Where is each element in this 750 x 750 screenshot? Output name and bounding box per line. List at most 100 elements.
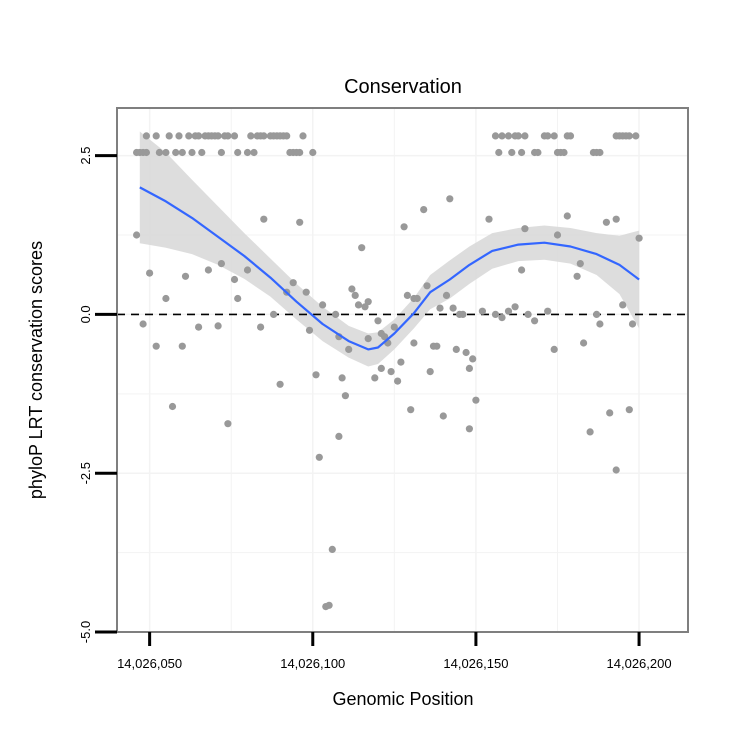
data-point	[224, 420, 232, 428]
data-point	[195, 323, 203, 331]
data-point	[243, 148, 252, 157]
data-point	[142, 148, 150, 157]
data-point	[198, 148, 206, 157]
data-point	[491, 310, 500, 318]
axes: 14,026,050 14,026,100 14,026,150 14,026,200…	[78, 147, 672, 671]
data-point	[459, 310, 467, 318]
data-point	[433, 342, 441, 350]
data-point	[390, 323, 398, 331]
data-point	[178, 148, 186, 157]
data-point	[234, 148, 242, 157]
data-point	[345, 345, 353, 353]
data-point	[442, 291, 451, 299]
data-point	[195, 132, 203, 140]
data-point	[188, 148, 196, 157]
data-point	[181, 272, 190, 280]
data-point	[371, 374, 379, 382]
data-point	[472, 396, 480, 404]
data-point	[312, 371, 320, 379]
scatter-points	[133, 132, 643, 611]
data-point	[299, 132, 307, 140]
data-point	[319, 301, 327, 309]
data-point	[531, 317, 539, 325]
data-point	[178, 342, 186, 350]
data-point	[234, 294, 242, 303]
data-point	[586, 428, 594, 436]
data-point	[553, 231, 562, 239]
chart-title: Conservation	[344, 76, 462, 98]
data-point	[348, 285, 356, 293]
data-point	[580, 339, 588, 347]
data-point	[165, 132, 173, 140]
data-point	[619, 301, 627, 309]
data-point	[635, 234, 643, 242]
data-point	[162, 294, 170, 303]
data-point	[315, 453, 323, 461]
data-point	[465, 425, 473, 433]
data-point	[426, 368, 434, 376]
confidence-ribbon-group	[139, 131, 640, 367]
data-point	[332, 310, 340, 318]
data-point	[504, 307, 513, 315]
data-point	[407, 406, 415, 414]
data-point	[397, 358, 405, 366]
data-point	[423, 282, 431, 290]
data-point	[387, 368, 395, 376]
data-point	[563, 212, 571, 220]
data-point	[309, 148, 317, 157]
x-tick-label: 14,026,050	[117, 656, 182, 671]
data-point	[260, 215, 268, 223]
y-tick-label: -2.5	[78, 462, 93, 484]
data-point	[354, 301, 363, 309]
data-point	[377, 364, 385, 372]
data-point	[374, 317, 382, 325]
data-point	[302, 288, 310, 296]
data-point	[364, 335, 372, 343]
data-point	[446, 195, 454, 203]
data-point	[325, 601, 333, 609]
y-tick-label: -5.0	[78, 621, 93, 643]
data-point	[550, 132, 558, 140]
x-tick-label: 14,026,150	[443, 656, 508, 671]
data-point	[498, 132, 506, 140]
data-point	[400, 223, 408, 231]
data-point	[338, 374, 346, 382]
data-point	[514, 132, 522, 140]
data-point	[152, 342, 160, 350]
x-tick-label: 14,026,100	[280, 656, 345, 671]
data-point	[185, 132, 193, 140]
data-point	[217, 148, 225, 157]
data-point	[439, 412, 447, 420]
data-point	[550, 345, 558, 353]
data-point	[573, 272, 581, 280]
data-point	[436, 304, 444, 312]
data-point	[596, 320, 604, 328]
data-point	[142, 132, 150, 140]
data-point	[602, 218, 611, 226]
data-point	[289, 279, 297, 287]
data-point	[625, 406, 633, 414]
data-point	[230, 275, 239, 284]
data-point	[230, 132, 239, 140]
data-point	[518, 266, 526, 274]
data-point	[524, 310, 532, 318]
data-point	[410, 339, 418, 347]
y-tick-label: 2.5	[78, 147, 93, 165]
data-point	[593, 310, 601, 318]
data-point	[133, 231, 141, 239]
y-tick-label: 0.0	[78, 305, 93, 323]
data-point	[632, 132, 640, 140]
confidence-ribbon	[139, 131, 640, 367]
data-point	[612, 466, 620, 474]
data-point	[152, 132, 160, 140]
data-point	[204, 266, 212, 274]
data-point	[612, 215, 620, 223]
data-point	[172, 148, 180, 157]
data-point	[413, 294, 421, 303]
data-point	[162, 148, 170, 157]
y-axis-title: phyloP LRT conservation scores	[26, 241, 46, 499]
data-point	[511, 303, 519, 311]
data-point	[534, 148, 542, 157]
data-point	[606, 409, 614, 417]
